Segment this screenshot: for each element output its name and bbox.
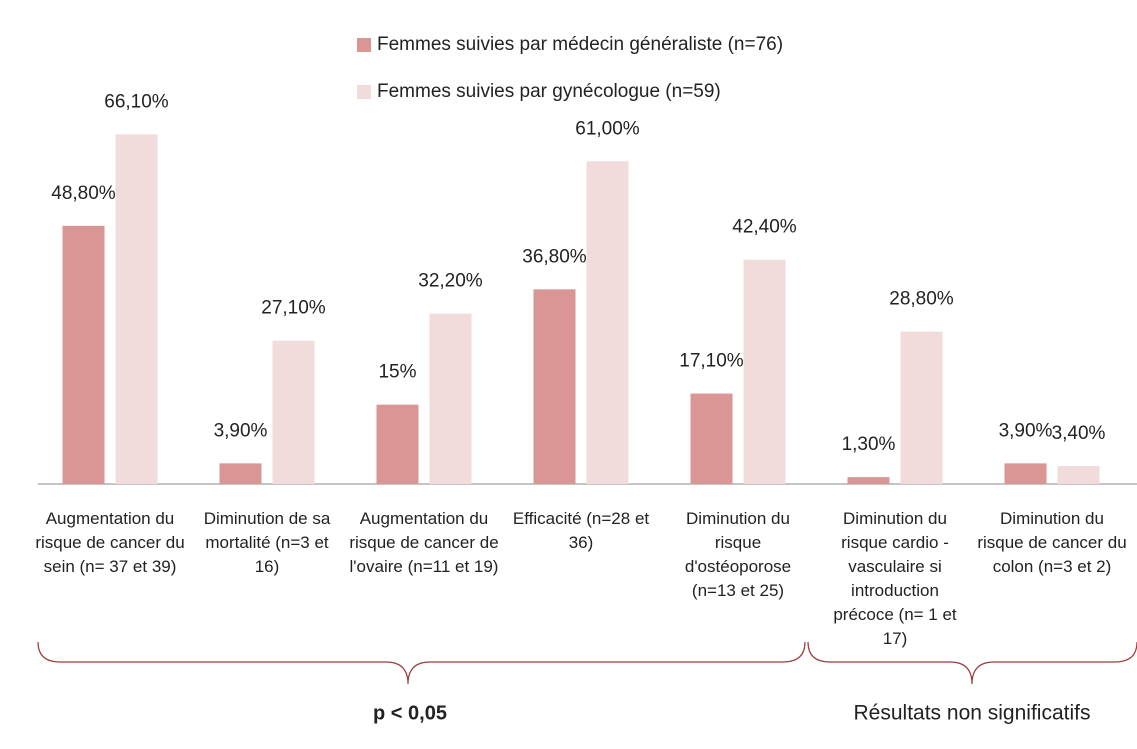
x-tick-label: Augmentation du risque de cancer du sein…	[35, 509, 185, 576]
value-label: 28,80%	[889, 289, 954, 310]
brace-right	[807, 641, 1137, 685]
legend-label: Femmes suivies par médecin généraliste (…	[377, 34, 783, 55]
value-label: 3,90%	[999, 420, 1053, 441]
value-label: 36,80%	[522, 246, 587, 267]
x-tick-label: Augmentation du risque de cancer de l'ov…	[349, 509, 499, 576]
bar	[743, 259, 786, 484]
bar	[847, 477, 890, 484]
value-label: 3,40%	[1052, 423, 1106, 444]
value-label: 3,90%	[214, 420, 268, 441]
bar	[115, 134, 158, 484]
x-tick-label: Efficacité (n=28 et 36)	[512, 509, 650, 552]
bar	[1004, 463, 1047, 484]
value-label: 42,40%	[732, 217, 797, 238]
bar	[586, 161, 629, 484]
x-tick-label: Diminution de sa mortalité (n=3 et 16)	[203, 509, 331, 576]
x-tick-label: Diminution du risque cardio - vasculaire…	[833, 509, 957, 648]
bar	[272, 340, 315, 484]
value-label: 48,80%	[51, 183, 116, 204]
bar	[219, 463, 262, 484]
value-label: 61,00%	[575, 118, 640, 139]
bar	[376, 404, 419, 484]
bar	[429, 313, 472, 484]
bar	[1057, 466, 1100, 484]
x-tick-label: Diminution du risque d'ostéoporose (n=13…	[684, 509, 792, 600]
legend-swatch	[357, 85, 371, 99]
x-tick-label: Diminution du risque de cancer du colon …	[977, 509, 1127, 576]
annotation: p < 0,05	[373, 702, 447, 724]
value-label: 17,10%	[679, 351, 744, 372]
bar	[533, 289, 576, 484]
annotation: Résultats non significatifs	[854, 702, 1091, 725]
brace-left	[37, 641, 806, 685]
bar	[62, 225, 105, 484]
bar	[690, 393, 733, 484]
value-label: 1,30%	[842, 434, 896, 455]
bar	[900, 331, 943, 484]
value-label: 66,10%	[104, 91, 169, 112]
legend-label: Femmes suivies par gynécologue (n=59)	[377, 81, 721, 102]
value-label: 15%	[378, 362, 416, 383]
value-label: 32,20%	[418, 271, 483, 292]
legend-swatch	[357, 38, 371, 52]
value-label: 27,10%	[261, 298, 326, 319]
